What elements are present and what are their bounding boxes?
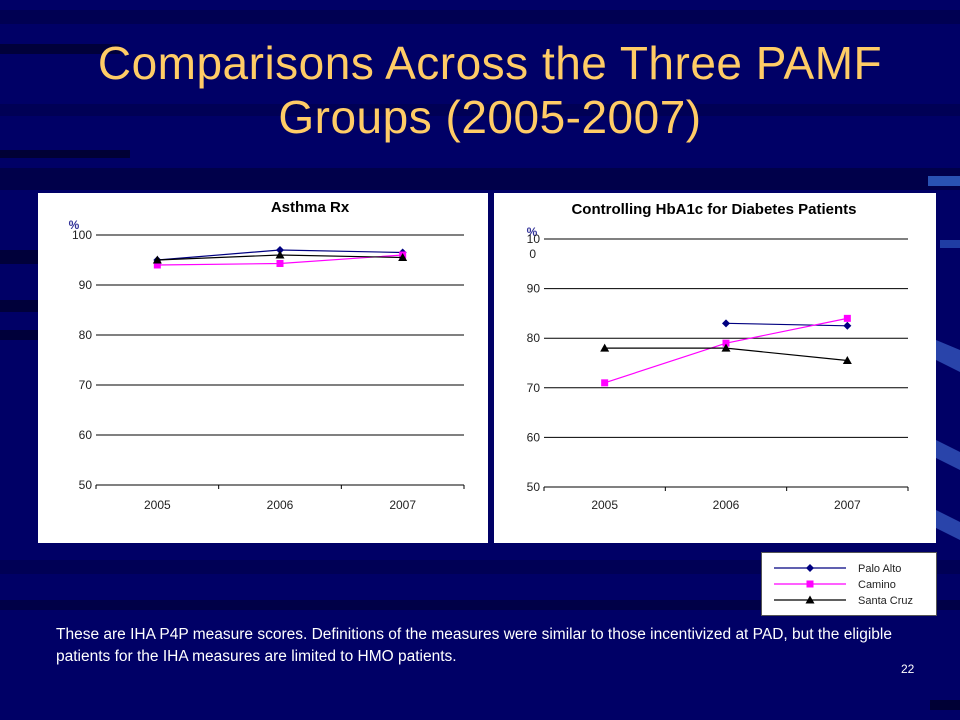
- point-camino: [843, 314, 851, 322]
- chart-title: Asthma Rx: [271, 199, 350, 216]
- y-tick-label: 60: [79, 428, 93, 442]
- x-tick-label: 2006: [713, 498, 740, 512]
- chart-legend: Palo Alto Camino Santa Cruz: [761, 552, 937, 616]
- point-camino: [276, 260, 284, 267]
- point-santa-cruz: [721, 343, 731, 352]
- y-tick-label: 70: [527, 381, 541, 395]
- legend-label-palo-alto: Palo Alto: [858, 563, 901, 575]
- y-tick-label: 90: [527, 282, 541, 296]
- legend-graphic: Palo Alto Camino Santa Cruz: [774, 563, 913, 607]
- point-camino: [153, 261, 161, 269]
- point-santa-cruz: [152, 255, 162, 264]
- y-tick-label: 70: [79, 378, 93, 392]
- legend-label-santa-cruz: Santa Cruz: [858, 595, 913, 607]
- series-line-palo-alto: [725, 322, 848, 327]
- x-tick-label: 2007: [389, 498, 416, 512]
- y-tick-label: 80: [527, 331, 541, 345]
- legend-marker-camino: [806, 580, 814, 588]
- x-tick-label: 2007: [834, 498, 861, 512]
- point-santa-cruz: [600, 343, 610, 352]
- x-tick-label: 2006: [267, 498, 294, 512]
- legend-marker-santa-cruz: [805, 595, 815, 604]
- chart-title: Controlling HbA1c for Diabetes Patients: [571, 201, 856, 218]
- point-palo-alto: [722, 319, 730, 328]
- point-santa-cruz: [275, 250, 285, 259]
- y-tick-label: 50: [79, 478, 93, 492]
- point-camino: [601, 379, 609, 387]
- slide-title: Comparisons Across the Three PAMF Groups…: [97, 37, 883, 143]
- legend-marker-palo-alto: [806, 564, 814, 572]
- hba1c-chart-panel: Controlling HbA1c for Diabetes Patients%…: [494, 193, 936, 543]
- unit-label: %: [69, 218, 80, 232]
- point-palo-alto: [843, 321, 852, 330]
- hba1c-chart: Controlling HbA1c for Diabetes Patients%…: [527, 201, 909, 512]
- y-tick-label: 90: [79, 278, 93, 292]
- y-tick-label: 100: [72, 228, 92, 242]
- point-santa-cruz: [398, 253, 408, 261]
- asthma-rx-chart: Asthma Rx% 50 60 70 80 90 100 2005 2006 2007: [69, 199, 465, 512]
- x-tick-label: 2005: [144, 498, 171, 512]
- point-palo-alto: [276, 246, 284, 254]
- page-number: 22: [901, 662, 915, 676]
- y-tick-label: 50: [527, 480, 541, 494]
- asthma-chart-panel: Asthma Rx% 50 60 70 80 90 100 2005 2006 2007: [38, 193, 488, 543]
- x-tick-label: 2005: [591, 498, 618, 512]
- point-santa-cruz: [842, 356, 852, 365]
- slide-caption: These are IHA P4P measure scores. Defini…: [56, 626, 892, 665]
- y-tick-label: 80: [79, 328, 93, 342]
- legend-label-camino: Camino: [858, 579, 896, 591]
- y-tick-label: 60: [527, 430, 541, 444]
- point-camino: [722, 339, 730, 347]
- unit-label: %: [527, 225, 538, 239]
